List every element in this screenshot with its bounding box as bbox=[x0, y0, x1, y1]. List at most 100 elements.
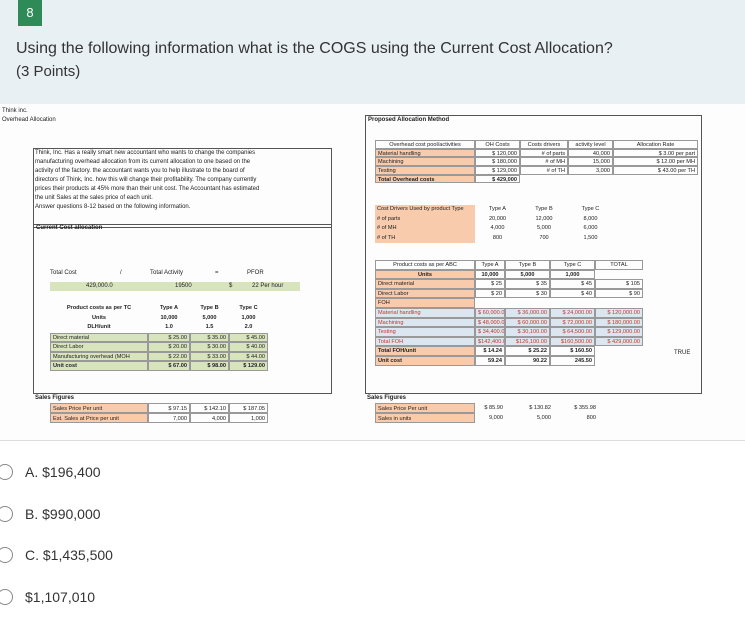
table-cell: $ 30.00 bbox=[190, 342, 229, 352]
table-cell: # of TH bbox=[520, 166, 568, 175]
formula-cell: Total Activity bbox=[150, 270, 184, 276]
question-header: 8 Using the following information what i… bbox=[0, 0, 745, 104]
table-cell: # of MH bbox=[375, 224, 475, 234]
table-cell: $ 160.50 bbox=[550, 346, 595, 356]
table-cell: 3,000 bbox=[568, 166, 613, 175]
table-cell: $ 142.10 bbox=[190, 403, 229, 413]
table-cell: Sales in units bbox=[375, 413, 475, 423]
description-line: directors of Think, Inc. how this will c… bbox=[35, 177, 257, 183]
table-cell: 5,000 bbox=[537, 415, 551, 421]
table-cell: $ 129,000.00 bbox=[595, 327, 643, 337]
description-line: prices their products at 45% more than t… bbox=[35, 186, 260, 192]
formula-cell: Total Cost bbox=[50, 270, 77, 276]
table-cell: $ 105 bbox=[595, 279, 643, 289]
table-cell: 15,000 bbox=[568, 157, 613, 167]
table-cell: # of parts bbox=[520, 148, 568, 158]
table-cell: $ 45.00 bbox=[229, 332, 268, 342]
table-cell: 12,000 bbox=[535, 215, 553, 222]
table-cell: $ 129,000 bbox=[475, 166, 520, 175]
table-cell: $ 12.00 per MH bbox=[613, 157, 698, 167]
table-cell: 5,000 bbox=[537, 225, 551, 231]
formula-cell: $ bbox=[229, 283, 233, 289]
table-cell: Total FOH bbox=[375, 336, 475, 347]
option-text: A. $196,400 bbox=[25, 464, 101, 480]
section-title: Proposed Allocation Method bbox=[368, 117, 450, 123]
table-cell: $ 22.00 bbox=[148, 351, 190, 361]
table-cell: Unit cost bbox=[50, 361, 148, 371]
table-cell: Units bbox=[92, 314, 106, 321]
answer-option[interactable]: A. $196,400 bbox=[0, 461, 745, 491]
table-cell: $ 64,500.00 bbox=[550, 327, 595, 337]
section-title: Sales Figures bbox=[367, 395, 407, 401]
table-cell: $ 33.00 bbox=[190, 351, 229, 361]
spreadsheet-image: Think inc. Overhead Allocation Current C… bbox=[0, 104, 745, 441]
table-cell: OH Costs bbox=[475, 140, 520, 149]
option-text: B. $990,000 bbox=[25, 506, 101, 522]
table-cell: 1,500 bbox=[583, 234, 598, 241]
table-cell: Type B bbox=[200, 305, 219, 311]
table-cell: Direct Labor bbox=[50, 342, 148, 352]
description-line: Think, Inc. Has a really smart new accou… bbox=[35, 150, 256, 156]
table-cell: Sales Price Per unit bbox=[50, 403, 148, 413]
table-cell: Material handling bbox=[375, 148, 475, 158]
table-cell: # of TH bbox=[375, 233, 475, 243]
formula-cell: / bbox=[120, 270, 122, 276]
answer-option[interactable]: C. $1,435,500 bbox=[0, 544, 745, 574]
table-cell: $ 187.05 bbox=[229, 403, 268, 413]
table-cell: $ 129.00 bbox=[229, 361, 268, 371]
table-cell: $ 60,000.00 bbox=[475, 308, 505, 318]
description-box bbox=[33, 148, 332, 228]
table-cell: $ 120,000.00 bbox=[595, 308, 643, 318]
table-cell: $126,100.00 bbox=[505, 336, 550, 347]
description-line: activity of the factory. the accountant … bbox=[35, 168, 245, 174]
table-cell: 5,000 bbox=[202, 314, 217, 321]
table-cell: Manufacturing overhead (MOH bbox=[50, 351, 148, 361]
table-cell: $ 35 bbox=[505, 279, 550, 289]
table-cell: Sales Price Per unit bbox=[375, 403, 475, 413]
table-cell: 245.50 bbox=[550, 356, 595, 366]
table-cell: FOH bbox=[375, 298, 475, 308]
radio-button[interactable] bbox=[0, 589, 13, 605]
table-cell: 7,000 bbox=[148, 413, 190, 423]
table-cell: $ 25 bbox=[475, 279, 505, 289]
table-cell: $142,400.00 bbox=[475, 336, 505, 347]
answer-option[interactable]: B. $990,000 bbox=[0, 503, 745, 533]
answer-option[interactable]: $1,107,010 bbox=[0, 586, 745, 616]
table-cell: $ 36,000.00 bbox=[505, 308, 550, 318]
table-cell: $ 355.98 bbox=[574, 405, 596, 411]
table-cell: $ 130.82 bbox=[529, 405, 551, 411]
radio-button[interactable] bbox=[0, 506, 13, 522]
table-cell: 6,000 bbox=[583, 225, 598, 231]
table-cell: $ 20.00 bbox=[148, 342, 190, 352]
table-cell: $ 44.00 bbox=[229, 351, 268, 361]
table-cell: $ 34,400.00 bbox=[475, 327, 505, 337]
table-cell: 10,000 bbox=[160, 314, 178, 321]
table-cell: 9,000 bbox=[489, 415, 503, 421]
table-cell: Allocation Rate bbox=[613, 140, 698, 149]
table-cell: Direct material bbox=[375, 279, 475, 289]
table-cell: $ 3.00 per part bbox=[613, 148, 698, 158]
question-text: Using the following information what is … bbox=[16, 40, 613, 57]
table-cell: 8,000 bbox=[583, 215, 598, 222]
table-cell: Product costs as per ABC bbox=[375, 260, 475, 270]
table-cell: $ 97.15 bbox=[148, 403, 190, 413]
table-cell: Type C bbox=[550, 260, 595, 270]
table-cell: Type A bbox=[488, 206, 507, 212]
table-cell: Cost Drivers Used by product Type bbox=[375, 205, 475, 215]
table-cell: 700 bbox=[539, 234, 549, 241]
table-cell: $ 429,000.00 bbox=[595, 336, 643, 347]
table-cell: 40,000 bbox=[568, 148, 613, 158]
table-cell: # of MH bbox=[520, 157, 568, 167]
table-cell: 10,000 bbox=[475, 269, 505, 280]
table-cell: activity level bbox=[568, 140, 613, 149]
table-cell: TOTAL bbox=[595, 260, 643, 270]
radio-button[interactable] bbox=[0, 464, 13, 480]
table-cell: Direct material bbox=[50, 332, 148, 342]
radio-button[interactable] bbox=[0, 547, 13, 563]
table-cell: 1.0 bbox=[165, 324, 173, 330]
table-cell: 2.0 bbox=[244, 324, 253, 330]
formula-cell: 19500 bbox=[175, 283, 192, 289]
table-cell: Testing bbox=[375, 166, 475, 175]
table-cell: Type B bbox=[535, 206, 553, 212]
section-title: Sales Figures bbox=[35, 395, 75, 401]
